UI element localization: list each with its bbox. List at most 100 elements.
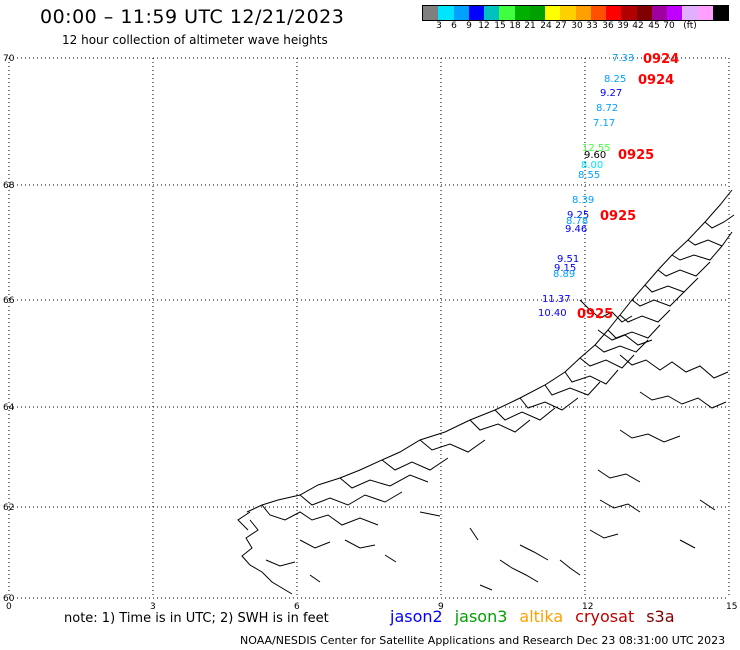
lat-label: 70 [3, 54, 15, 64]
color-swatch [697, 6, 713, 20]
wave-height-value: 8.25 [604, 74, 626, 85]
coastline-segment [241, 519, 293, 595]
color-swatch [545, 6, 561, 20]
page-title: 00:00 – 11:59 UTC 12/21/2023 [40, 6, 345, 28]
coastline-segment [564, 369, 619, 385]
wave-height-value: 10.40 [538, 308, 567, 319]
pass-time-label: 0925 [577, 307, 613, 322]
legend-item-s3a: s3a [646, 607, 675, 626]
color-swatch [499, 6, 515, 20]
pass-time-label: 0925 [600, 209, 636, 224]
note-text: note: 1) Time is in UTC; 2) SWH is in fe… [64, 611, 329, 626]
coastline-segment [494, 407, 556, 421]
color-scale-label: 12 [478, 21, 490, 31]
color-swatch [575, 6, 591, 20]
coastline-segment [589, 529, 619, 539]
color-swatch [560, 6, 576, 20]
color-swatch [712, 6, 728, 20]
color-swatch [514, 6, 530, 20]
coastline-segment [384, 554, 397, 563]
color-swatch [423, 6, 439, 20]
lon-label: 3 [150, 602, 156, 612]
coastline-segment [594, 339, 649, 353]
coastline-segment [619, 309, 671, 323]
coastline-segment [479, 584, 493, 591]
color-scale-label: 36 [602, 21, 614, 31]
color-scale-label: 18 [509, 21, 521, 31]
coastline-segment [704, 214, 735, 229]
wave-height-observations: 7.33 8.25 9.27 8.72 7.17 12.559.608.008.55 8.3… [538, 53, 634, 319]
pass-time-labels: 0924 0924 0925 0925 0925 [577, 52, 679, 322]
footer-credit: NOAA/NESDIS Center for Satellite Applica… [240, 634, 726, 647]
coastline-segment [519, 544, 549, 561]
color-swatch [468, 6, 484, 20]
color-scale-label: 70 [663, 21, 675, 31]
color-scale-label: 30 [571, 21, 583, 31]
color-swatch [667, 6, 683, 20]
color-scale-label: 24 [540, 21, 552, 31]
color-scale-label: 21 [524, 21, 536, 31]
coastline-segment [671, 245, 723, 261]
coastline-segment [299, 539, 331, 549]
coastline-segment [246, 189, 733, 513]
page-subtitle: 12 hour collection of altimeter wave hei… [62, 33, 328, 47]
wave-height-value: 9.27 [600, 88, 622, 99]
color-scale-label: 3 [436, 21, 442, 31]
legend-item-cryosat: cryosat [575, 607, 635, 626]
color-swatch [438, 6, 454, 20]
legend-item-altika: altika [519, 607, 564, 626]
coastline-segment [499, 559, 539, 583]
wave-height-value: 12.55 [582, 143, 611, 154]
color-swatch [682, 6, 698, 20]
latitude-labels: 70 68 66 64 62 60 [3, 54, 15, 604]
longitude-labels: 0 3 6 9 12 15 [6, 602, 737, 612]
coastline-segment [419, 439, 486, 453]
coastline-segment [631, 291, 685, 307]
coastline-segment [607, 324, 661, 339]
coastline-segment [344, 539, 376, 549]
wave-height-value: 9.15 [554, 263, 576, 274]
pass-time-label: 0925 [618, 148, 654, 163]
wave-height-value: 9.46 [565, 224, 587, 235]
wave-height-value: 8.00 [581, 160, 603, 171]
color-swatch [651, 6, 667, 20]
color-scale-label: 39 [617, 21, 629, 31]
coastline-segment [339, 474, 429, 489]
color-scale-label: 45 [648, 21, 660, 31]
lon-label: 9 [438, 602, 444, 612]
coastline-segment [639, 391, 727, 409]
coastline-segment [265, 559, 296, 567]
coastline-segment [579, 299, 633, 323]
coastline-segment [419, 511, 441, 517]
lon-label: 0 [6, 602, 12, 612]
lat-lon-grid [8, 57, 730, 599]
wave-height-value: 8.55 [578, 170, 600, 181]
wave-height-value: 8.78 [566, 216, 588, 227]
color-swatch [453, 6, 469, 20]
coastline-segment [299, 491, 403, 506]
color-scale-label: 9 [466, 21, 472, 31]
coastline-segment [619, 354, 729, 379]
coastline-segment [469, 419, 531, 433]
coastline-segment [687, 231, 733, 247]
color-scale-label: 15 [494, 21, 506, 31]
color-swatch [590, 6, 606, 20]
lat-label: 60 [3, 594, 15, 604]
color-scale-label: 42 [632, 21, 644, 31]
pass-time-label: 0924 [643, 52, 679, 67]
coastline-segment [599, 499, 641, 513]
color-scale-label: 6 [451, 21, 457, 31]
color-scale-label: 33 [586, 21, 598, 31]
lat-label: 68 [3, 181, 15, 191]
coastline-segment [699, 499, 716, 511]
coastline-segment [644, 277, 699, 293]
wave-height-value: 7.33 [612, 53, 634, 64]
coastline-segment [381, 457, 449, 471]
wave-height-value: 9.51 [557, 254, 579, 265]
color-swatch [636, 6, 652, 20]
coastline [237, 189, 735, 595]
color-swatch [484, 6, 500, 20]
coastline-segment [519, 397, 579, 411]
satellite-legend: jason2 jason3 altika cryosat s3a [390, 607, 687, 626]
